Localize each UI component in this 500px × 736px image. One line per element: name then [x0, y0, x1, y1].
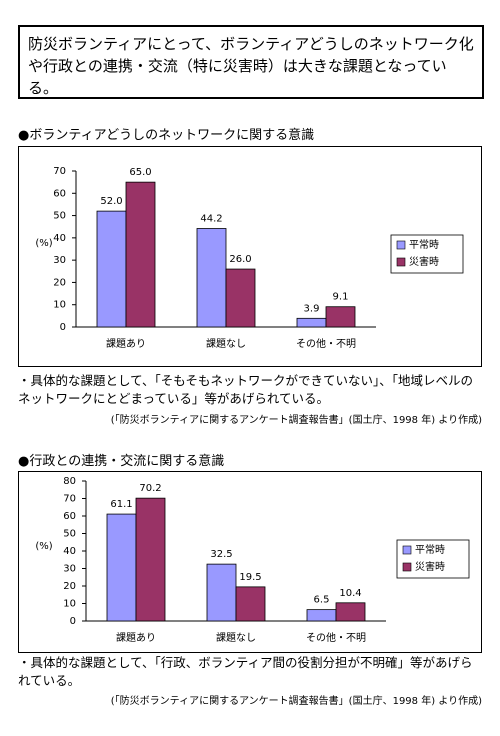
- y-tick-label: 20: [63, 581, 76, 592]
- value-label: 52.0: [100, 196, 122, 207]
- legend-label: 平常時: [409, 238, 439, 251]
- y-tick-label: 30: [63, 564, 76, 575]
- y-tick-label: 30: [53, 255, 66, 266]
- value-label: 44.2: [200, 213, 222, 224]
- y-tick-label: 40: [53, 233, 66, 244]
- value-label: 10.4: [339, 588, 361, 599]
- source: (「防災ボランティアに関するアンケート調査報告書」(国土庁、1998 年) より…: [110, 696, 482, 707]
- bar: [296, 317, 327, 328]
- value-label: 6.5: [314, 595, 330, 606]
- bar: [306, 609, 337, 622]
- bar: [225, 268, 256, 328]
- chart: 0 10 20 30 40 50 60 70 (%) 課題あり 52.0 65.0 課題なし 44.2 26…: [35, 166, 464, 350]
- chart-title: ●行政との連携・交流に関する意識: [18, 454, 225, 469]
- intro: 防災ボランティアにとって、ボランティアどうしのネットワーク化や行政との連携・交流…: [18, 25, 484, 99]
- y-tick-label: 50: [53, 211, 66, 222]
- value-label: 70.2: [139, 483, 161, 494]
- value-label: 65.0: [129, 167, 151, 178]
- x-tick-label: 課題あり: [106, 337, 146, 350]
- y-tick-label: 20: [53, 277, 66, 288]
- legend-swatch: [396, 257, 406, 267]
- y-tick-label: 0: [60, 322, 66, 333]
- value-label: 19.5: [239, 572, 261, 583]
- bar: [335, 602, 366, 622]
- y-tick-label: 60: [63, 511, 76, 522]
- y-tick-label: 60: [53, 188, 66, 199]
- chart-title: ●ボランティアどうしのネットワークに関する意識: [18, 128, 315, 143]
- y-tick-label: 0: [70, 616, 76, 627]
- y-axis-label: (%): [35, 541, 52, 552]
- x-tick-label: その他・不明: [296, 337, 356, 350]
- note: ・具体的な課題として、「行政、ボランティア間の役割分担が不明確」等があげられてい…: [18, 655, 473, 688]
- value-label: 3.9: [304, 303, 320, 314]
- chart-box: 0 10 20 30 40 50 60 70 80 (%) 課題あり 61.1 70.2 課題なし 32.5…: [18, 471, 482, 653]
- bar: [196, 228, 227, 328]
- legend-swatch: [402, 545, 412, 555]
- y-tick-label: 10: [63, 599, 76, 610]
- y-tick-label: 10: [53, 300, 66, 311]
- y-tick-label: 80: [63, 476, 76, 487]
- value-label: 32.5: [210, 549, 232, 560]
- bar: [135, 497, 166, 622]
- x-tick-label: 課題あり: [116, 631, 156, 644]
- bar: [235, 586, 266, 622]
- value-label: 61.1: [110, 499, 132, 510]
- y-tick-label: 70: [53, 166, 66, 177]
- bar: [106, 513, 137, 622]
- y-tick-label: 40: [63, 546, 76, 557]
- x-tick-label: 課題なし: [206, 337, 246, 350]
- y-tick-label: 70: [63, 494, 76, 505]
- y-tick-label: 50: [63, 529, 76, 540]
- chart-box: 0 10 20 30 40 50 60 70 (%) 課題あり 52.0 65.0 課題なし 44.2 26…: [18, 146, 482, 367]
- bar: [206, 563, 237, 622]
- x-tick-label: 課題なし: [216, 631, 256, 644]
- legend-label: 災害時: [415, 560, 445, 573]
- legend-swatch: [396, 240, 406, 250]
- chart: 0 10 20 30 40 50 60 70 80 (%) 課題あり 61.1 70.2 課題なし 32.5…: [35, 476, 470, 644]
- legend-label: 平常時: [415, 543, 445, 556]
- value-label: 26.0: [229, 254, 251, 265]
- legend-swatch: [402, 562, 412, 572]
- note: ・具体的な課題として、「そもそもネットワークができていない」、「地域レベルのネッ…: [18, 373, 474, 406]
- bar: [325, 306, 356, 328]
- bar: [125, 181, 156, 328]
- x-tick-label: その他・不明: [306, 631, 366, 644]
- legend-label: 災害時: [409, 255, 439, 268]
- source: (「防災ボランティアに関するアンケート調査報告書」(国土庁、1998 年) より…: [110, 415, 482, 426]
- bar: [96, 210, 127, 328]
- value-label: 9.1: [333, 292, 349, 303]
- y-axis-label: (%): [35, 238, 52, 249]
